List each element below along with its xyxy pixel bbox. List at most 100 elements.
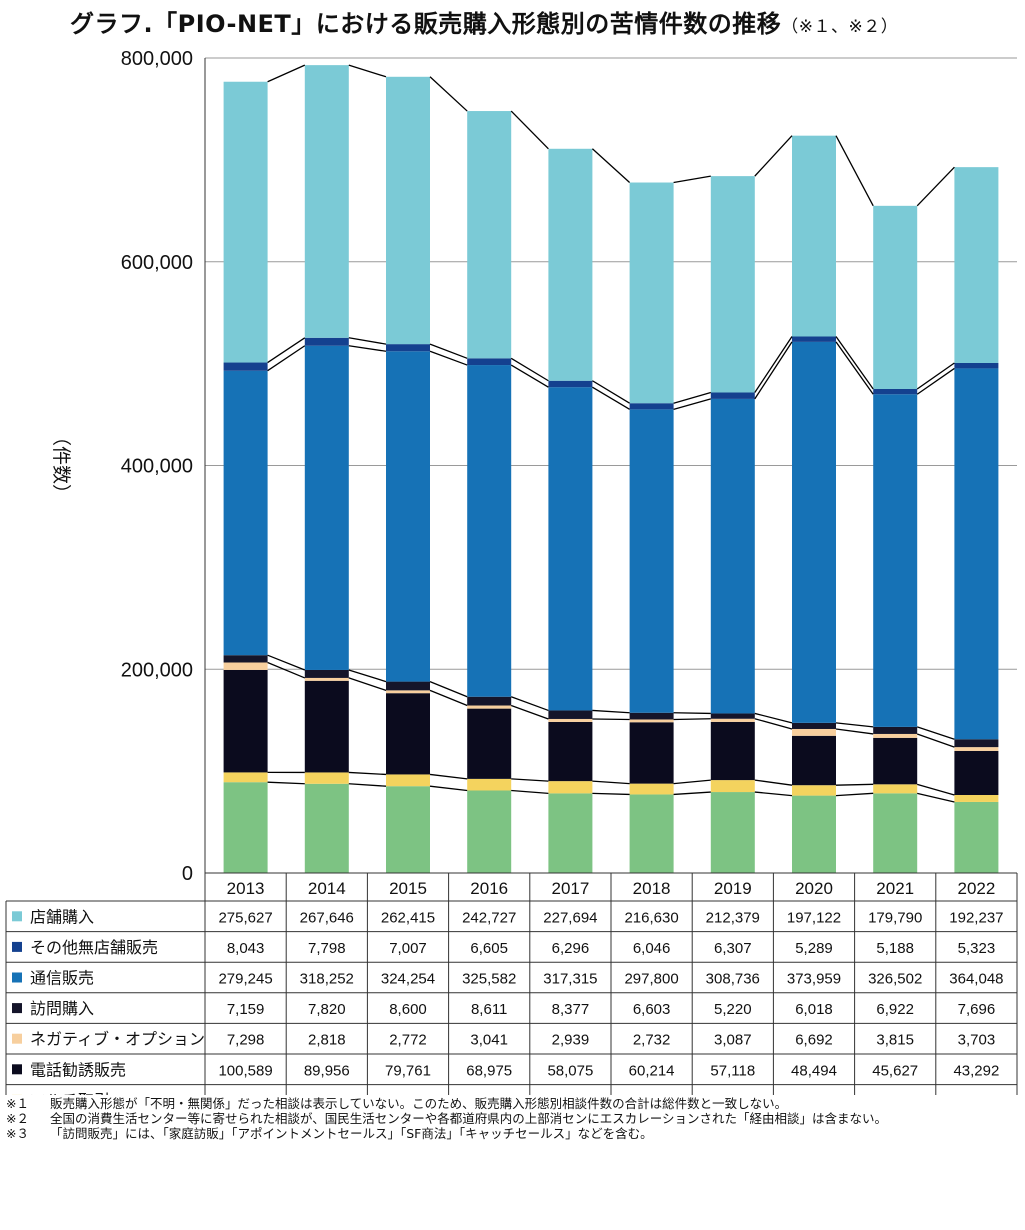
x-tick-label: 2014 xyxy=(308,879,346,898)
bar-segment xyxy=(548,380,593,388)
legend-label: その他無店舗販売 xyxy=(30,938,158,957)
data-label: 8,043 xyxy=(227,940,265,957)
data-table: 2013 2014 2015 2016 2017 2018 2019 2020 2021 2022… xyxy=(5,872,1018,1095)
data-label: 8,611 xyxy=(471,1001,507,1018)
connector-line xyxy=(348,345,387,352)
bar-segment xyxy=(386,681,430,691)
footnote-mark: ※３ xyxy=(6,1126,29,1141)
bar-segment xyxy=(954,747,999,751)
bar-segment xyxy=(873,733,918,738)
data-label: 267,646 xyxy=(300,909,354,926)
bar-segment xyxy=(710,718,755,722)
connector-line xyxy=(511,778,549,782)
connector-line xyxy=(673,718,711,721)
bar-segment xyxy=(954,801,999,873)
data-label: 324,254 xyxy=(381,971,435,988)
x-tick-label: 2016 xyxy=(470,879,508,898)
bar-segment xyxy=(304,677,349,681)
connector-line xyxy=(591,148,631,184)
legend-swatch xyxy=(12,1033,22,1044)
legend-swatch xyxy=(12,972,22,983)
bar-segment xyxy=(223,362,268,371)
bar-segment xyxy=(792,785,836,796)
footnote-text: 販売購入形態が「不明・無関係」だった相談は表示していない。このため、販売購入形態… xyxy=(50,1096,788,1111)
data-label: 10,631 xyxy=(629,1093,675,1095)
bar-segment xyxy=(223,655,268,663)
connector-line xyxy=(835,341,874,395)
connector-line xyxy=(673,791,711,796)
connector-line xyxy=(916,733,955,748)
bar-segment xyxy=(467,705,512,709)
data-label: 3,087 xyxy=(714,1032,752,1049)
bar-segment xyxy=(954,750,999,796)
data-label: 197,122 xyxy=(787,909,841,926)
data-label: 3,815 xyxy=(876,1032,914,1049)
data-label: 43,292 xyxy=(953,1062,999,1079)
connector-line xyxy=(510,696,549,712)
connector-line xyxy=(348,669,387,683)
data-label: 68,975 xyxy=(466,1062,512,1079)
data-label: 179,790 xyxy=(868,909,922,926)
legend-label: 店舗購入 xyxy=(30,907,94,926)
bar-segment xyxy=(304,669,349,678)
connector-line xyxy=(429,343,468,359)
bar-segment xyxy=(710,792,755,873)
bar-segment xyxy=(629,182,674,404)
y-tick-label: 400,000 xyxy=(121,456,193,478)
bar-segment xyxy=(629,783,674,795)
data-label: 6,307 xyxy=(714,940,752,957)
x-tick-label: 2020 xyxy=(795,879,833,898)
data-label: 6,605 xyxy=(470,940,508,957)
bar-segment xyxy=(710,176,755,393)
bar-segment xyxy=(223,782,268,873)
connector-line xyxy=(835,783,874,786)
bar-segment xyxy=(710,398,755,714)
data-label: 7,798 xyxy=(308,940,346,957)
connector-line xyxy=(754,791,793,797)
footnote-text: 「訪問販売」には、「家庭訪販」「アポイントメントセールス」「SF商法」「キャッチ… xyxy=(50,1126,653,1141)
footnotes: ※１ 販売購入形態が「不明・無関係」だった相談は表示していない。このため、販売購入… xyxy=(6,1096,1018,1141)
bar-segment xyxy=(304,680,349,773)
data-label: 7,696 xyxy=(958,1001,996,1018)
bar-segment xyxy=(386,774,430,787)
bar-segment xyxy=(467,358,512,366)
bar-segment xyxy=(548,781,593,794)
footnote-mark: ※２ xyxy=(6,1111,29,1126)
data-label: 5,323 xyxy=(958,940,996,957)
bar-segment xyxy=(548,387,593,711)
bar-segment xyxy=(548,793,593,873)
x-tick-label: 2021 xyxy=(876,879,914,898)
bar-segment xyxy=(223,662,268,670)
data-label: 5,188 xyxy=(876,940,914,957)
bar-segment xyxy=(548,148,593,381)
data-label: 3,041 xyxy=(470,1032,508,1049)
connector-line xyxy=(592,386,630,410)
bar-segment xyxy=(386,690,430,694)
bar-segment xyxy=(304,772,349,784)
bar-segment xyxy=(548,710,593,719)
data-label: 7,007 xyxy=(389,940,427,957)
data-label: 100,589 xyxy=(218,1062,272,1079)
bar-segment xyxy=(873,388,918,395)
x-tick-label: 2019 xyxy=(714,879,752,898)
footnote-mark: ※１ xyxy=(6,1096,29,1111)
legend-swatch xyxy=(12,941,22,952)
y-axis-label: （件数） xyxy=(50,427,72,503)
connector-line xyxy=(267,661,306,679)
bar-segment xyxy=(386,76,430,345)
connector-line xyxy=(348,783,387,787)
bar-segment xyxy=(792,728,836,736)
bar-segment xyxy=(304,783,349,873)
data-label: 11,544 xyxy=(386,1093,431,1095)
data-label: 326,502 xyxy=(868,971,922,988)
connector-line xyxy=(673,175,711,184)
data-label: 317,315 xyxy=(543,971,597,988)
data-label: 2,772 xyxy=(389,1032,427,1049)
data-label: 89,956 xyxy=(304,1062,350,1079)
connector-line xyxy=(754,779,793,786)
bar-segment xyxy=(710,713,755,719)
x-tick-label: 2015 xyxy=(389,879,427,898)
bar-segment xyxy=(223,669,268,773)
data-label: 8,377 xyxy=(552,1001,590,1018)
connector-line xyxy=(754,341,793,400)
